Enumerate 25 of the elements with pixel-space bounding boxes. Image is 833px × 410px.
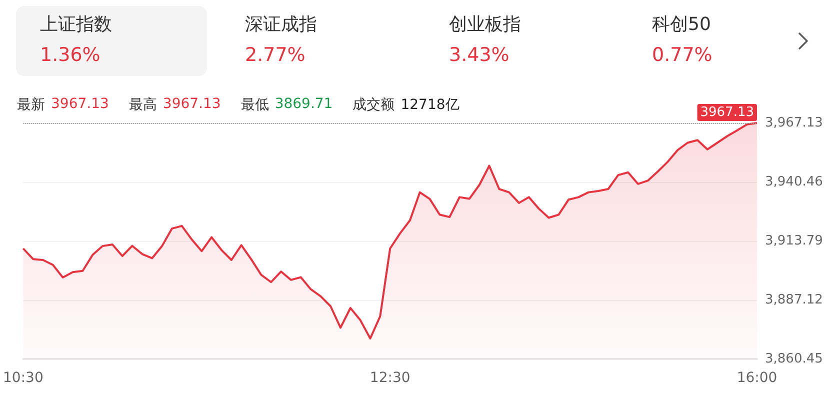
text: 科创50 <box>652 13 712 36</box>
text: 最低 <box>240 96 269 114</box>
text: 深证成指 <box>245 13 317 36</box>
ref-line-label: 3967.13 <box>700 105 754 120</box>
text: 2.77% <box>245 44 306 66</box>
text: 1.36% <box>40 44 102 66</box>
text: 3967.13 <box>51 96 109 114</box>
text: 上证指数 <box>40 13 112 36</box>
text: 成交额 <box>352 96 395 114</box>
text: 12718亿 <box>400 96 460 114</box>
x-tick-label: 10:30 <box>2 370 44 386</box>
y-tick-label: 3,913.79 <box>765 234 823 248</box>
x-tick-label: 12:30 <box>370 370 410 386</box>
text: 最高 <box>128 96 157 114</box>
y-tick-label: 3,940.46 <box>765 174 823 190</box>
text: 最新 <box>17 96 45 114</box>
y-tick-label: 3,887.12 <box>765 292 823 308</box>
x-tick-label: 16:00 <box>736 370 778 386</box>
text: 3869.71 <box>274 96 333 114</box>
text: 创业板指 <box>449 13 521 36</box>
y-tick-label: 3,860.45 <box>765 352 823 366</box>
text: 3.43% <box>449 44 510 66</box>
text: 0.77% <box>652 44 712 66</box>
text: 3967.13 <box>162 96 221 114</box>
y-tick-label: 3,967.13 <box>765 116 823 130</box>
